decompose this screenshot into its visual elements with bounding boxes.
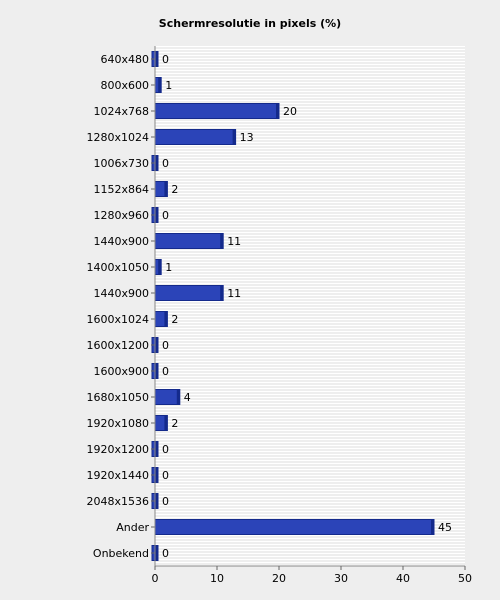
y-tick-label: 2048x1536 [87,495,150,508]
y-tick-label: 1600x1024 [87,313,150,326]
data-label: 0 [162,469,169,482]
y-tick-label: 1024x768 [94,105,150,118]
x-tick-label: 40 [396,572,410,585]
y-tick-label: 1920x1200 [87,443,150,456]
bar-edge [176,389,180,405]
data-label: 1 [165,79,172,92]
data-label: 0 [162,495,169,508]
y-tick-label: 640x480 [100,53,149,66]
bar-edge [220,285,224,301]
x-tick-label: 0 [152,572,159,585]
data-label: 20 [283,105,297,118]
bar-edge [155,337,158,353]
bar [154,285,224,301]
bar-edge [164,311,168,327]
y-tick-label: 1600x900 [94,365,150,378]
chart-title: Schermresolutie in pixels (%) [158,17,342,30]
bar-edge [155,441,158,457]
data-label: 0 [162,157,169,170]
y-tick-label: 1920x1440 [87,469,150,482]
bar [154,129,237,145]
y-tick-label: 1006x730 [94,157,150,170]
x-tick-label: 50 [458,572,472,585]
data-label: 13 [240,131,254,144]
data-label: 45 [438,521,452,534]
y-tick-label: 1920x1080 [87,417,150,430]
bar-edge [155,155,158,171]
y-tick-label: 1440x900 [94,235,150,248]
data-label: 2 [171,313,178,326]
bar-edge [220,233,224,249]
y-tick-label: 1280x1024 [87,131,150,144]
data-label: 4 [184,391,191,404]
bar [154,519,435,535]
bar-edge [431,519,434,535]
bar-edge [276,103,279,119]
bar-edge [155,51,158,67]
data-label: 1 [165,261,172,274]
data-label: 2 [171,183,178,196]
y-tick-label: 800x600 [100,79,149,92]
bar [154,233,224,249]
x-tick-label: 10 [210,572,224,585]
data-label: 0 [162,339,169,352]
bar-edge [164,415,168,431]
x-tick-label: 30 [334,572,348,585]
bar-edge [164,181,168,197]
y-tick-label: 1600x1200 [87,339,150,352]
data-label: 0 [162,209,169,222]
data-label: 0 [162,365,169,378]
data-label: 11 [227,235,241,248]
bar-edge [158,77,162,93]
x-tick-label: 20 [272,572,286,585]
bar [154,389,181,405]
data-label: 0 [162,443,169,456]
data-label: 0 [162,53,169,66]
y-tick-label: 1152x864 [94,183,150,196]
y-tick-label: Ander [116,521,149,534]
y-tick-label: 1400x1050 [87,261,150,274]
bar-edge [155,493,158,509]
bar-edge [158,259,162,275]
bar-edge [155,467,158,483]
y-tick-label: 1280x960 [94,209,150,222]
bar-edge [155,207,158,223]
data-label: 11 [227,287,241,300]
bar-edge [232,129,236,145]
data-label: 0 [162,547,169,560]
y-tick-label: 1680x1050 [87,391,150,404]
bar [154,103,280,119]
data-label: 2 [171,417,178,430]
y-tick-label: 1440x900 [94,287,150,300]
bar-edge [155,545,158,561]
bar-edge [155,363,158,379]
y-tick-label: Onbekend [93,547,149,560]
